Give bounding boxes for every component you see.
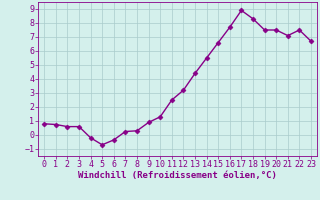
X-axis label: Windchill (Refroidissement éolien,°C): Windchill (Refroidissement éolien,°C) (78, 171, 277, 180)
